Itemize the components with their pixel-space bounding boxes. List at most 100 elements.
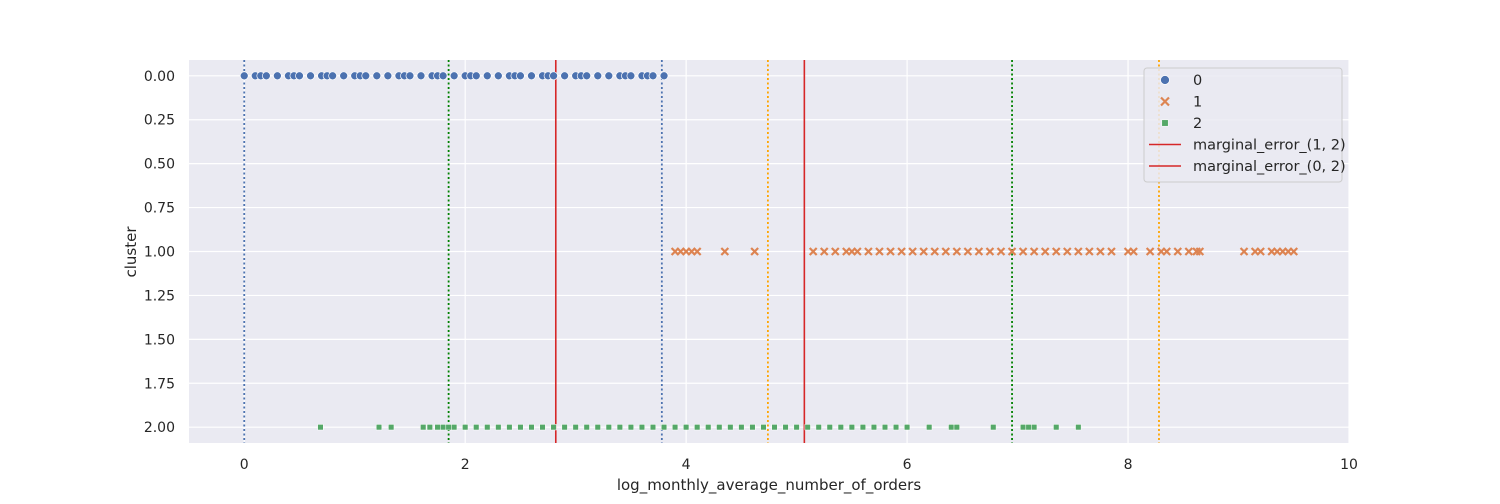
cluster-2-point bbox=[815, 424, 822, 431]
cluster-2-point bbox=[616, 424, 623, 431]
cluster-1-point bbox=[963, 247, 973, 256]
cluster-2-point bbox=[848, 424, 855, 431]
cluster-2-point bbox=[926, 424, 933, 431]
cluster-0-point bbox=[239, 71, 249, 81]
cluster-0-point bbox=[516, 71, 525, 81]
cluster-2-point bbox=[716, 424, 723, 431]
cluster-0-point bbox=[383, 71, 393, 81]
cluster-1-point bbox=[1085, 247, 1094, 256]
cluster-0-point bbox=[328, 71, 337, 81]
cluster-0-point bbox=[339, 71, 349, 81]
cluster-1-point bbox=[1256, 247, 1265, 256]
cluster-2-point bbox=[804, 424, 811, 431]
cluster-1-point bbox=[919, 247, 928, 256]
y-tick-label: 0.50 bbox=[144, 157, 175, 173]
cluster-2-point bbox=[539, 424, 546, 431]
cluster-1-point bbox=[1051, 247, 1061, 256]
cluster-2-point bbox=[627, 424, 634, 431]
cluster-1-point bbox=[831, 247, 840, 256]
cluster-1-point bbox=[720, 247, 730, 256]
cluster-1-point bbox=[1029, 247, 1039, 256]
x-tick-label: 6 bbox=[903, 457, 912, 473]
cluster-2-point bbox=[948, 424, 955, 431]
tick-labels: 0 2 4 6 8 100.000.250.500.751.001.251.501.752… bbox=[144, 69, 1358, 473]
cluster-2-point bbox=[1025, 424, 1032, 431]
cluster-1-point bbox=[941, 247, 951, 256]
cluster-2-point bbox=[749, 424, 756, 431]
x-tick-label: 0 bbox=[240, 457, 249, 473]
legend-label-4: marginal_error_(1, 2) bbox=[1193, 138, 1346, 154]
cluster-2-point bbox=[683, 424, 690, 431]
cluster-1-point bbox=[819, 247, 829, 256]
cluster-2-point bbox=[694, 424, 701, 431]
cluster-2-point bbox=[760, 424, 767, 431]
cluster-0-point bbox=[582, 71, 592, 81]
cluster-2-point bbox=[473, 424, 480, 431]
cluster-2-point bbox=[782, 424, 789, 431]
cluster-0-point bbox=[405, 71, 415, 81]
cluster-0-point bbox=[295, 71, 304, 81]
cluster-0-point bbox=[482, 71, 492, 81]
cluster-1-point bbox=[1007, 247, 1017, 256]
cluster-2-point bbox=[638, 424, 646, 431]
legend-marker-2 bbox=[1160, 96, 1170, 107]
cluster-0-point bbox=[438, 71, 448, 81]
cluster-2-point bbox=[990, 424, 997, 431]
cluster-2-point bbox=[727, 424, 734, 431]
cluster-1-point bbox=[1173, 247, 1183, 256]
cluster-0-point bbox=[372, 71, 382, 81]
cluster-2-point bbox=[605, 424, 612, 431]
cluster-2-point bbox=[420, 424, 427, 431]
cluster-2-point bbox=[1031, 424, 1038, 431]
x-tick-label: 2 bbox=[461, 457, 470, 473]
cluster-2-point bbox=[462, 424, 469, 431]
cluster-1-point bbox=[1096, 247, 1105, 256]
cluster-1-point bbox=[897, 247, 906, 256]
cluster-2-point bbox=[517, 424, 524, 431]
cluster-1-point bbox=[886, 247, 895, 256]
cluster-2-point bbox=[705, 424, 712, 431]
cluster-0-point bbox=[449, 71, 459, 81]
x-tick-label: 10 bbox=[1340, 457, 1358, 473]
y-tick-label: 1.00 bbox=[144, 245, 175, 261]
grid bbox=[189, 60, 1350, 443]
cluster-2-point bbox=[771, 424, 778, 431]
cluster-1-point bbox=[864, 247, 873, 256]
cluster-1-point bbox=[1018, 247, 1028, 256]
cluster-0-point bbox=[416, 71, 426, 81]
cluster-1-point bbox=[908, 247, 917, 256]
cluster-2-point bbox=[837, 424, 844, 431]
cluster-2-point bbox=[317, 424, 324, 431]
cluster-1-point bbox=[875, 247, 884, 256]
cluster-1-point bbox=[952, 247, 962, 256]
cluster-1-point bbox=[808, 247, 818, 256]
y-tick-label: 1.75 bbox=[144, 376, 175, 392]
x-axis-label: log_monthly_average_number_of_orders bbox=[617, 476, 921, 495]
cluster-0-point bbox=[471, 71, 481, 81]
y-tick-label: 0.75 bbox=[144, 201, 175, 217]
cluster-1-point bbox=[692, 247, 702, 256]
legend-label-1: 0 bbox=[1193, 73, 1202, 89]
cluster-1-point bbox=[1040, 247, 1050, 256]
cluster-2-point bbox=[1020, 424, 1027, 431]
cluster-2-point bbox=[1053, 424, 1060, 431]
y-axis-label: cluster bbox=[122, 226, 140, 278]
data-points bbox=[239, 71, 1299, 431]
cluster-2-point bbox=[859, 424, 866, 431]
cluster-0-point bbox=[626, 71, 636, 81]
cluster-0-point bbox=[273, 71, 282, 81]
cluster-1-point bbox=[1162, 247, 1171, 256]
y-tick-label: 2.00 bbox=[144, 420, 175, 436]
legend-marker-3 bbox=[1161, 119, 1169, 127]
cluster-2-point bbox=[495, 424, 502, 431]
cluster-2-point bbox=[445, 424, 452, 431]
cluster-2-point bbox=[870, 424, 878, 431]
x-tick-label: 8 bbox=[1124, 457, 1133, 473]
cluster-1-point bbox=[1184, 247, 1194, 256]
cluster-2-point bbox=[953, 424, 960, 431]
cluster-2-point bbox=[426, 424, 433, 431]
cluster-2-point bbox=[572, 424, 579, 431]
legend-box bbox=[1143, 67, 1343, 183]
